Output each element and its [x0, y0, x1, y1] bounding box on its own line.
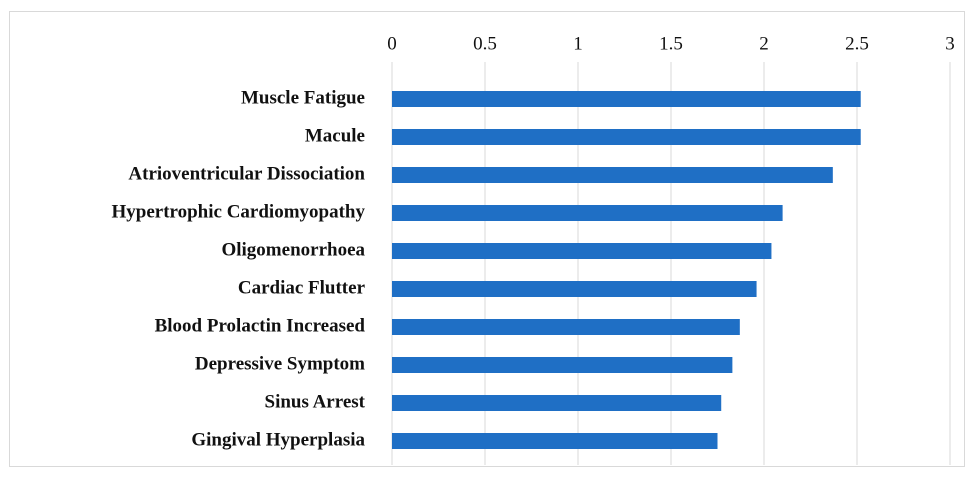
- y-tick-label: Blood Prolactin Increased: [155, 315, 366, 336]
- y-tick-label: Atrioventricular Dissociation: [128, 163, 365, 184]
- bar: [392, 243, 772, 259]
- x-tick-label: 1.5: [659, 33, 683, 54]
- y-tick-label: Sinus Arrest: [265, 391, 366, 412]
- y-tick-label: Oligomenorrhoea: [221, 239, 365, 260]
- x-tick-label: 0: [387, 33, 397, 54]
- x-tick-label: 0.5: [473, 33, 497, 54]
- chart-frame: [9, 11, 965, 467]
- x-tick-label: 3: [945, 33, 955, 54]
- y-tick-label: Muscle Fatigue: [241, 87, 365, 108]
- bar: [392, 433, 718, 449]
- bar: [392, 395, 722, 411]
- bar: [392, 91, 861, 107]
- y-tick-label: Cardiac Flutter: [238, 277, 366, 298]
- y-tick-label: Macule: [305, 125, 365, 146]
- bar: [392, 205, 783, 221]
- bar: [392, 319, 740, 335]
- x-tick-label: 2: [759, 33, 769, 54]
- bar: [392, 357, 733, 373]
- y-tick-label: Depressive Symptom: [195, 353, 365, 374]
- y-tick-label: Hypertrophic Cardiomyopathy: [111, 201, 365, 222]
- bar: [392, 129, 861, 145]
- x-tick-label: 2.5: [845, 33, 869, 54]
- bar: [392, 167, 833, 183]
- x-tick-label: 1: [573, 33, 583, 54]
- bar: [392, 281, 757, 297]
- y-tick-label: Gingival Hyperplasia: [191, 429, 365, 450]
